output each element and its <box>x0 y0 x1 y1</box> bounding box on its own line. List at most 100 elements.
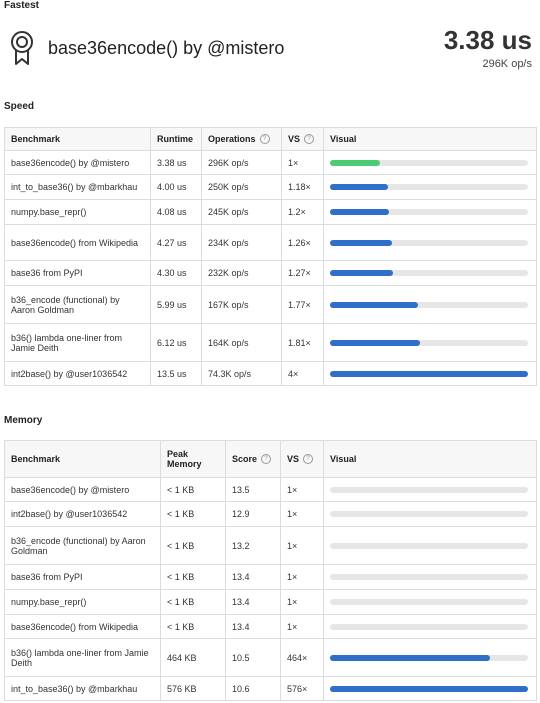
memory-table: Benchmark Peak Memory Score? VS? Visual … <box>4 440 537 701</box>
peak-memory-value: 464 KB <box>160 638 226 677</box>
col-operations-label: Operations <box>208 133 256 144</box>
vs-value: 1× <box>281 150 324 175</box>
visual-cell <box>323 676 537 701</box>
benchmark-name: base36encode() by @mistero <box>4 477 161 502</box>
operations-value: 164K op/s <box>201 323 282 362</box>
benchmark-name: base36 from PyPI <box>4 260 151 286</box>
peak-memory-value: < 1 KB <box>160 564 226 590</box>
vs-value: 1× <box>280 501 324 527</box>
help-icon[interactable]: ? <box>261 454 272 465</box>
bar-track <box>330 623 528 630</box>
runtime-value: 4.27 us <box>150 224 202 261</box>
score-value: 13.4 <box>225 564 281 590</box>
bar-track <box>330 184 528 190</box>
benchmark-name: int_to_base36() by @mbarkhau <box>4 174 151 200</box>
help-icon[interactable]: ? <box>304 134 315 145</box>
col-vs[interactable]: VS? <box>280 440 324 478</box>
bar-track <box>330 159 528 166</box>
col-vs-label: VS <box>288 133 301 144</box>
table-row[interactable]: b36_encode (functional) by Aaron Goldman… <box>4 285 537 324</box>
table-row[interactable]: base36encode() by @mistero < 1 KB 13.5 1× <box>4 477 537 502</box>
col-peak-memory[interactable]: Peak Memory <box>160 440 226 478</box>
table-row[interactable]: b36() lambda one-liner from Jamie Deith 6… <box>4 323 537 362</box>
benchmark-name: base36encode() from Wikipedia <box>4 224 151 261</box>
benchmark-name: numpy.base_repr() <box>4 199 151 225</box>
visual-cell <box>323 361 537 386</box>
col-visual[interactable]: Visual <box>323 127 537 151</box>
col-vs-label: VS <box>287 453 300 464</box>
runtime-value: 4.00 us <box>150 174 202 200</box>
table-row[interactable]: int_to_base36() by @mbarkhau 576 KB 10.6 57… <box>4 676 537 701</box>
score-value: 10.5 <box>225 638 281 677</box>
peak-memory-value: < 1 KB <box>160 589 226 615</box>
bar-fill <box>330 270 393 276</box>
benchmark-name: b36() lambda one-liner from Jamie Deith <box>4 323 151 362</box>
runtime-value: 4.08 us <box>150 199 202 225</box>
col-benchmark[interactable]: Benchmark <box>4 127 151 151</box>
operations-value: 250K op/s <box>201 174 282 200</box>
bar-track <box>330 209 528 215</box>
benchmark-name: base36 from PyPI <box>4 564 161 590</box>
table-row[interactable]: base36encode() from Wikipedia 4.27 us 234K… <box>4 224 537 261</box>
table-row[interactable]: base36encode() from Wikipedia < 1 KB 13.4 1… <box>4 614 537 639</box>
col-vs[interactable]: VS? <box>281 127 324 151</box>
benchmark-name: int_to_base36() by @mbarkhau <box>4 676 161 701</box>
table-row[interactable]: numpy.base_repr() < 1 KB 13.4 1× <box>4 589 537 615</box>
visual-cell <box>323 589 537 615</box>
table-row[interactable]: b36_encode (functional) by Aaron Goldman… <box>4 526 537 565</box>
visual-cell <box>323 477 537 502</box>
operations-value: 232K op/s <box>201 260 282 286</box>
bar-track <box>330 654 528 661</box>
help-icon[interactable]: ? <box>303 454 314 465</box>
benchmark-name: b36_encode (functional) by Aaron Goldman <box>4 285 151 324</box>
visual-cell <box>323 199 537 225</box>
fastest-runtime: 3.38 us <box>443 25 532 55</box>
benchmark-name: numpy.base_repr() <box>4 589 161 615</box>
vs-value: 1× <box>280 526 324 565</box>
bar-fill <box>330 685 528 692</box>
fastest-label: Fastest <box>4 0 40 11</box>
bar-fill <box>330 209 390 215</box>
operations-value: 296K op/s <box>201 150 282 175</box>
table-row[interactable]: int2base() by @user1036542 13.5 us 74.3K o… <box>4 361 537 386</box>
vs-value: 1.26× <box>281 224 324 261</box>
table-row[interactable]: base36 from PyPI < 1 KB 13.4 1× <box>4 564 537 590</box>
bar-fill <box>330 184 389 190</box>
table-row[interactable]: base36 from PyPI 4.30 us 232K op/s 1.27× <box>4 260 537 286</box>
table-row[interactable]: int_to_base36() by @mbarkhau 4.00 us 250K … <box>4 174 537 200</box>
bar-track <box>330 599 528 605</box>
score-value: 10.6 <box>225 676 281 701</box>
col-runtime[interactable]: Runtime <box>150 127 202 151</box>
peak-memory-value: < 1 KB <box>160 477 226 502</box>
bar-track <box>330 685 528 692</box>
table-row[interactable]: numpy.base_repr() 4.08 us 245K op/s 1.2× <box>4 199 537 225</box>
score-value: 13.2 <box>225 526 281 565</box>
runtime-value: 4.30 us <box>150 260 202 286</box>
table-row[interactable]: base36encode() by @mistero 3.38 us 296K op… <box>4 150 537 175</box>
vs-value: 1.2× <box>281 199 324 225</box>
bar-fill <box>330 339 420 346</box>
vs-value: 464× <box>280 638 324 677</box>
vs-value: 1.18× <box>281 174 324 200</box>
col-benchmark[interactable]: Benchmark <box>4 440 161 478</box>
bar-track <box>330 542 528 549</box>
col-score-label: Score <box>232 453 258 464</box>
fastest-benchmark-name: base36encode() by @mistero <box>48 38 285 58</box>
help-icon[interactable]: ? <box>259 134 270 145</box>
score-value: 12.9 <box>225 501 281 527</box>
score-value: 13.5 <box>225 477 281 502</box>
benchmark-name: int2base() by @user1036542 <box>4 501 161 527</box>
speed-header-row: Benchmark Runtime Operations? VS? Visual <box>4 127 537 151</box>
col-operations[interactable]: Operations? <box>201 127 282 151</box>
award-ribbon-icon <box>11 31 33 65</box>
table-row[interactable]: int2base() by @user1036542 < 1 KB 12.9 1× <box>4 501 537 527</box>
peak-memory-value: 576 KB <box>160 676 226 701</box>
bar-track <box>330 486 528 493</box>
benchmark-name: b36() lambda one-liner from Jamie Deith <box>4 638 161 677</box>
col-score[interactable]: Score? <box>225 440 281 478</box>
benchmark-name: int2base() by @user1036542 <box>4 361 151 386</box>
col-visual[interactable]: Visual <box>323 440 537 478</box>
vs-value: 1× <box>280 589 324 615</box>
bar-fill <box>330 370 528 377</box>
table-row[interactable]: b36() lambda one-liner from Jamie Deith 4… <box>4 638 537 677</box>
